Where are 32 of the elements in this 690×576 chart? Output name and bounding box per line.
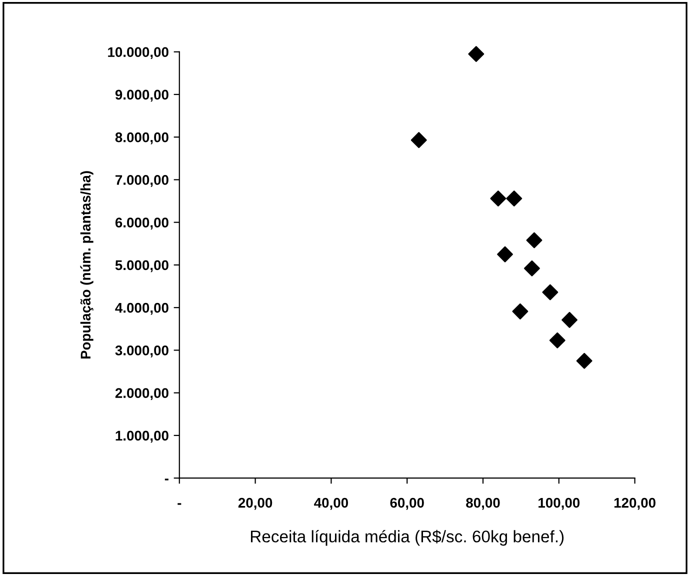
point bbox=[512, 303, 528, 320]
point bbox=[526, 232, 542, 248]
y-tick-label: 6.000,00 bbox=[115, 218, 168, 230]
y-tick-label: 9.000,00 bbox=[115, 90, 168, 102]
x-tick-label: 60,00 bbox=[390, 498, 424, 510]
y-tick-label: 8.000,00 bbox=[115, 132, 168, 144]
y-tick-label: 10.000,00 bbox=[108, 47, 168, 60]
x-tick-label: 80,00 bbox=[466, 498, 500, 510]
y-tick-label: 7.000,00 bbox=[116, 175, 168, 187]
point bbox=[497, 246, 513, 262]
y-axis-title: População (núm. plantas/ha) bbox=[80, 171, 94, 359]
point bbox=[410, 132, 427, 148]
y-tick-label: 3.000,00 bbox=[115, 346, 168, 358]
y-tick-label: 1.000,00 bbox=[116, 430, 168, 443]
x-tick-label: 120,00 bbox=[614, 498, 656, 510]
point bbox=[506, 190, 522, 206]
point bbox=[490, 190, 506, 206]
point bbox=[468, 46, 484, 62]
point bbox=[562, 312, 578, 328]
y-tick-label: 5.000,00 bbox=[115, 260, 168, 272]
x-tick-label: 100,00 bbox=[538, 498, 580, 510]
point bbox=[576, 352, 592, 369]
point bbox=[524, 260, 540, 276]
x-axis-title: Receita líquida média (R$/sc. 60kg benef.) bbox=[250, 530, 564, 546]
y-tick-label: 4.000,00 bbox=[115, 302, 168, 315]
x-tick-label: - bbox=[178, 503, 182, 505]
y-tick-label: 2.000,00 bbox=[115, 388, 168, 400]
x-tick-label: 20,00 bbox=[238, 498, 272, 510]
y-tick-label: - bbox=[164, 478, 168, 480]
x-tick-label: 40,00 bbox=[314, 498, 348, 510]
point bbox=[542, 284, 558, 300]
point bbox=[549, 332, 566, 348]
